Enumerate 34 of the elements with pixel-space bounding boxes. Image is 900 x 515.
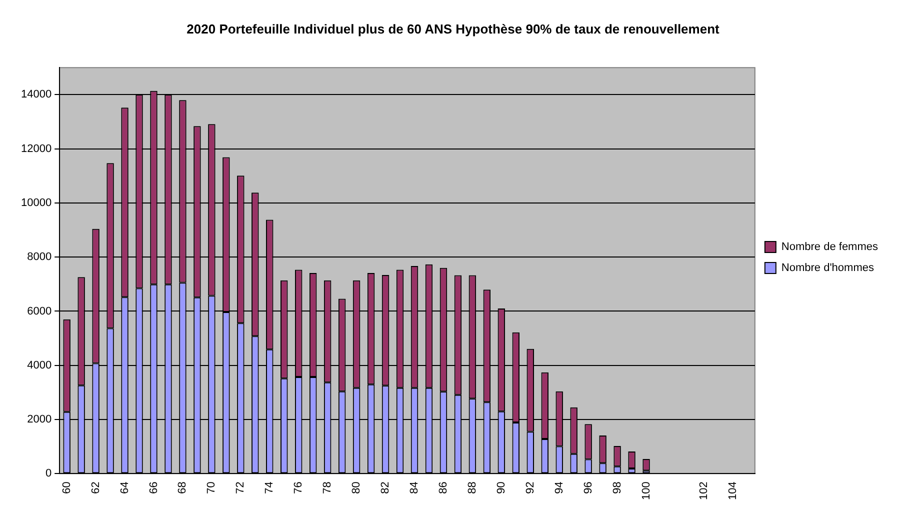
x-tick-label: 64 <box>118 482 131 494</box>
x-tick-label: 94 <box>553 482 566 494</box>
x-tick-label: 104 <box>727 482 740 500</box>
x-tick-label: 80 <box>350 482 363 494</box>
x-tick-label: 100 <box>640 482 652 500</box>
x-tick-label: 102 <box>698 482 710 500</box>
x-tick-label: 78 <box>322 482 334 494</box>
x-tick-label: 72 <box>234 482 247 494</box>
y-tick-label: 8000 <box>27 251 52 264</box>
x-tick-label: 68 <box>176 482 189 494</box>
y-tick-label: 0 <box>45 468 52 480</box>
x-tick-label: 86 <box>437 482 450 494</box>
x-tick-label: 84 <box>408 482 421 494</box>
x-tick-label: 92 <box>524 482 536 494</box>
y-tick-label: 2000 <box>27 414 52 426</box>
y-tick-label: 12000 <box>20 142 52 155</box>
x-tick-label: 62 <box>90 482 102 494</box>
y-tick-label: 4000 <box>27 359 52 372</box>
x-tick-label: 76 <box>292 482 305 494</box>
chart-title: 2020 Portefeuille Individuel plus de 60 ANS Hypothèse 90% de taux de renouvellement <box>186 21 720 36</box>
x-tick-label: 82 <box>380 482 392 494</box>
x-tick-label: 88 <box>466 482 478 494</box>
y-tick-label: 14000 <box>20 88 52 101</box>
x-tick-label: 98 <box>611 482 624 494</box>
y-tick-label: 10000 <box>20 196 52 209</box>
x-tick-label: 90 <box>495 482 508 494</box>
x-tick-label: 60 <box>60 482 73 494</box>
x-tick-label: 66 <box>148 482 160 494</box>
legend-label: Nombre de femmes <box>781 241 878 254</box>
legend-label: Nombre d'hommes <box>781 262 874 274</box>
x-tick-label: 96 <box>582 482 594 494</box>
x-tick-label: 70 <box>206 482 218 494</box>
y-tick-label: 6000 <box>27 305 52 318</box>
x-tick-label: 74 <box>264 482 276 494</box>
